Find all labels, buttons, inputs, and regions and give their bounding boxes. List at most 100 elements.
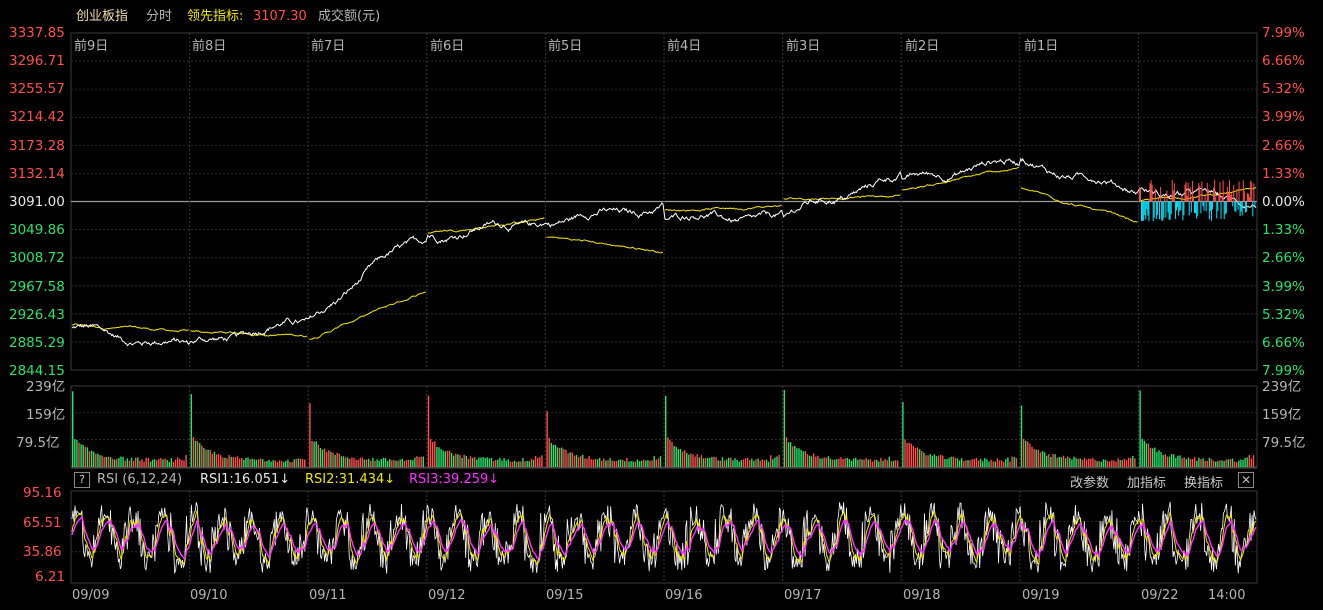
volume-bar (567, 453, 569, 467)
volume-bar (1242, 460, 1244, 467)
volume-bar (1217, 461, 1219, 467)
price-tick: 2967.58 (9, 279, 65, 295)
volume-bar (465, 455, 467, 467)
volume-bar (925, 455, 927, 467)
volume-bar (692, 454, 694, 467)
volume-bar (550, 442, 552, 467)
volume-bar (1111, 460, 1113, 467)
percent-tick: 5.32% (1262, 307, 1305, 323)
volume-bar (667, 437, 669, 467)
volume-bar (1033, 448, 1035, 467)
volume-bar (757, 458, 759, 467)
volume-bar (1029, 443, 1031, 467)
volume-bar (846, 458, 848, 467)
volume-bar (192, 437, 195, 467)
volume-bar (509, 461, 512, 467)
volume-bar (1158, 450, 1160, 467)
volume-bar (1079, 458, 1081, 467)
day-label: 前5日 (548, 39, 583, 54)
volume-bar (484, 457, 486, 467)
volume-bar (82, 444, 84, 467)
price-tick: 3173.28 (9, 138, 65, 154)
volume-bar (617, 459, 620, 467)
volume-bar (1073, 456, 1075, 467)
period-label[interactable]: 分时 (146, 9, 173, 24)
volume-bar (1200, 459, 1202, 467)
volume-bar (126, 458, 128, 467)
volume-bar (792, 446, 794, 467)
volume-bar (1152, 448, 1154, 467)
volume-bar (1244, 457, 1246, 467)
volume-bar (894, 460, 897, 467)
day-label: 前1日 (1024, 39, 1059, 54)
add-indicator-button[interactable]: 加指标 (1127, 476, 1167, 491)
volume-bar (916, 447, 919, 467)
volume-bar (1119, 460, 1121, 467)
volume-bar (717, 460, 719, 467)
volume-bar (301, 459, 304, 467)
volume-bar (1064, 458, 1067, 467)
date-label: 09/10 (190, 588, 228, 603)
volume-bar (323, 448, 326, 467)
volume-tick-left: 79.5亿 (16, 435, 60, 451)
volume-bar (274, 460, 276, 467)
volume-bar (469, 456, 472, 467)
volume-bar (1100, 461, 1102, 467)
volume-bar (927, 455, 929, 467)
volume-bar (888, 456, 890, 467)
volume-bar (251, 458, 253, 467)
volume-bar (1000, 460, 1003, 467)
volume-bar (829, 458, 832, 467)
volume-bar (393, 459, 395, 467)
volume-bar (120, 456, 122, 467)
close-icon[interactable]: ✕ (1238, 472, 1254, 488)
volume-bar (1125, 460, 1128, 467)
volume-bar (1185, 459, 1187, 467)
volume-bar (730, 457, 732, 467)
volume-bar (283, 462, 285, 467)
volume-bar (950, 456, 952, 467)
volume-bar (563, 449, 565, 467)
volume-tick-right: 239亿 (1262, 379, 1302, 395)
volume-bar (124, 460, 126, 467)
volume-bar (772, 459, 774, 467)
date-label: 09/09 (72, 588, 110, 603)
volume-bar (596, 459, 599, 467)
volume-bar (372, 458, 374, 467)
volume-bar (457, 454, 459, 467)
volume-bar (998, 460, 1001, 467)
volume-bar (738, 461, 740, 467)
volume-bar (776, 456, 778, 467)
date-label: 09/11 (309, 588, 347, 603)
price-tick: 3296.71 (9, 53, 65, 69)
volume-bar (526, 461, 528, 467)
volume-bar (328, 450, 330, 467)
volume-bar (528, 461, 530, 467)
volume-bar (1083, 457, 1086, 467)
volume-bar (933, 454, 936, 467)
volume-bar (1139, 390, 1141, 467)
price-tick: 2885.29 (9, 335, 65, 351)
volume-bar (634, 461, 636, 467)
volume-bar (268, 459, 270, 467)
volume-bar (114, 459, 116, 467)
volume-bar (363, 459, 366, 467)
rsi1-line (71, 501, 1257, 575)
volume-bar (166, 459, 168, 467)
volume-bar (1210, 458, 1213, 467)
rsi-title[interactable]: RSI (6,12,24) (97, 472, 183, 487)
switch-indicator-button[interactable]: 换指标 (1184, 476, 1224, 491)
volume-bar (1046, 455, 1048, 467)
change-params-button[interactable]: 改参数 (1070, 476, 1110, 491)
volume-bar (611, 460, 613, 467)
volume-bar (217, 454, 220, 467)
volume-bar (1127, 457, 1130, 467)
volume-bar (103, 457, 105, 467)
volume-bar (203, 448, 205, 467)
volume-tick-left: 239亿 (26, 379, 66, 395)
help-icon[interactable]: ? (74, 472, 90, 488)
volume-bar (315, 441, 317, 467)
volume-bar (370, 460, 372, 467)
volume-bar (1219, 460, 1221, 467)
